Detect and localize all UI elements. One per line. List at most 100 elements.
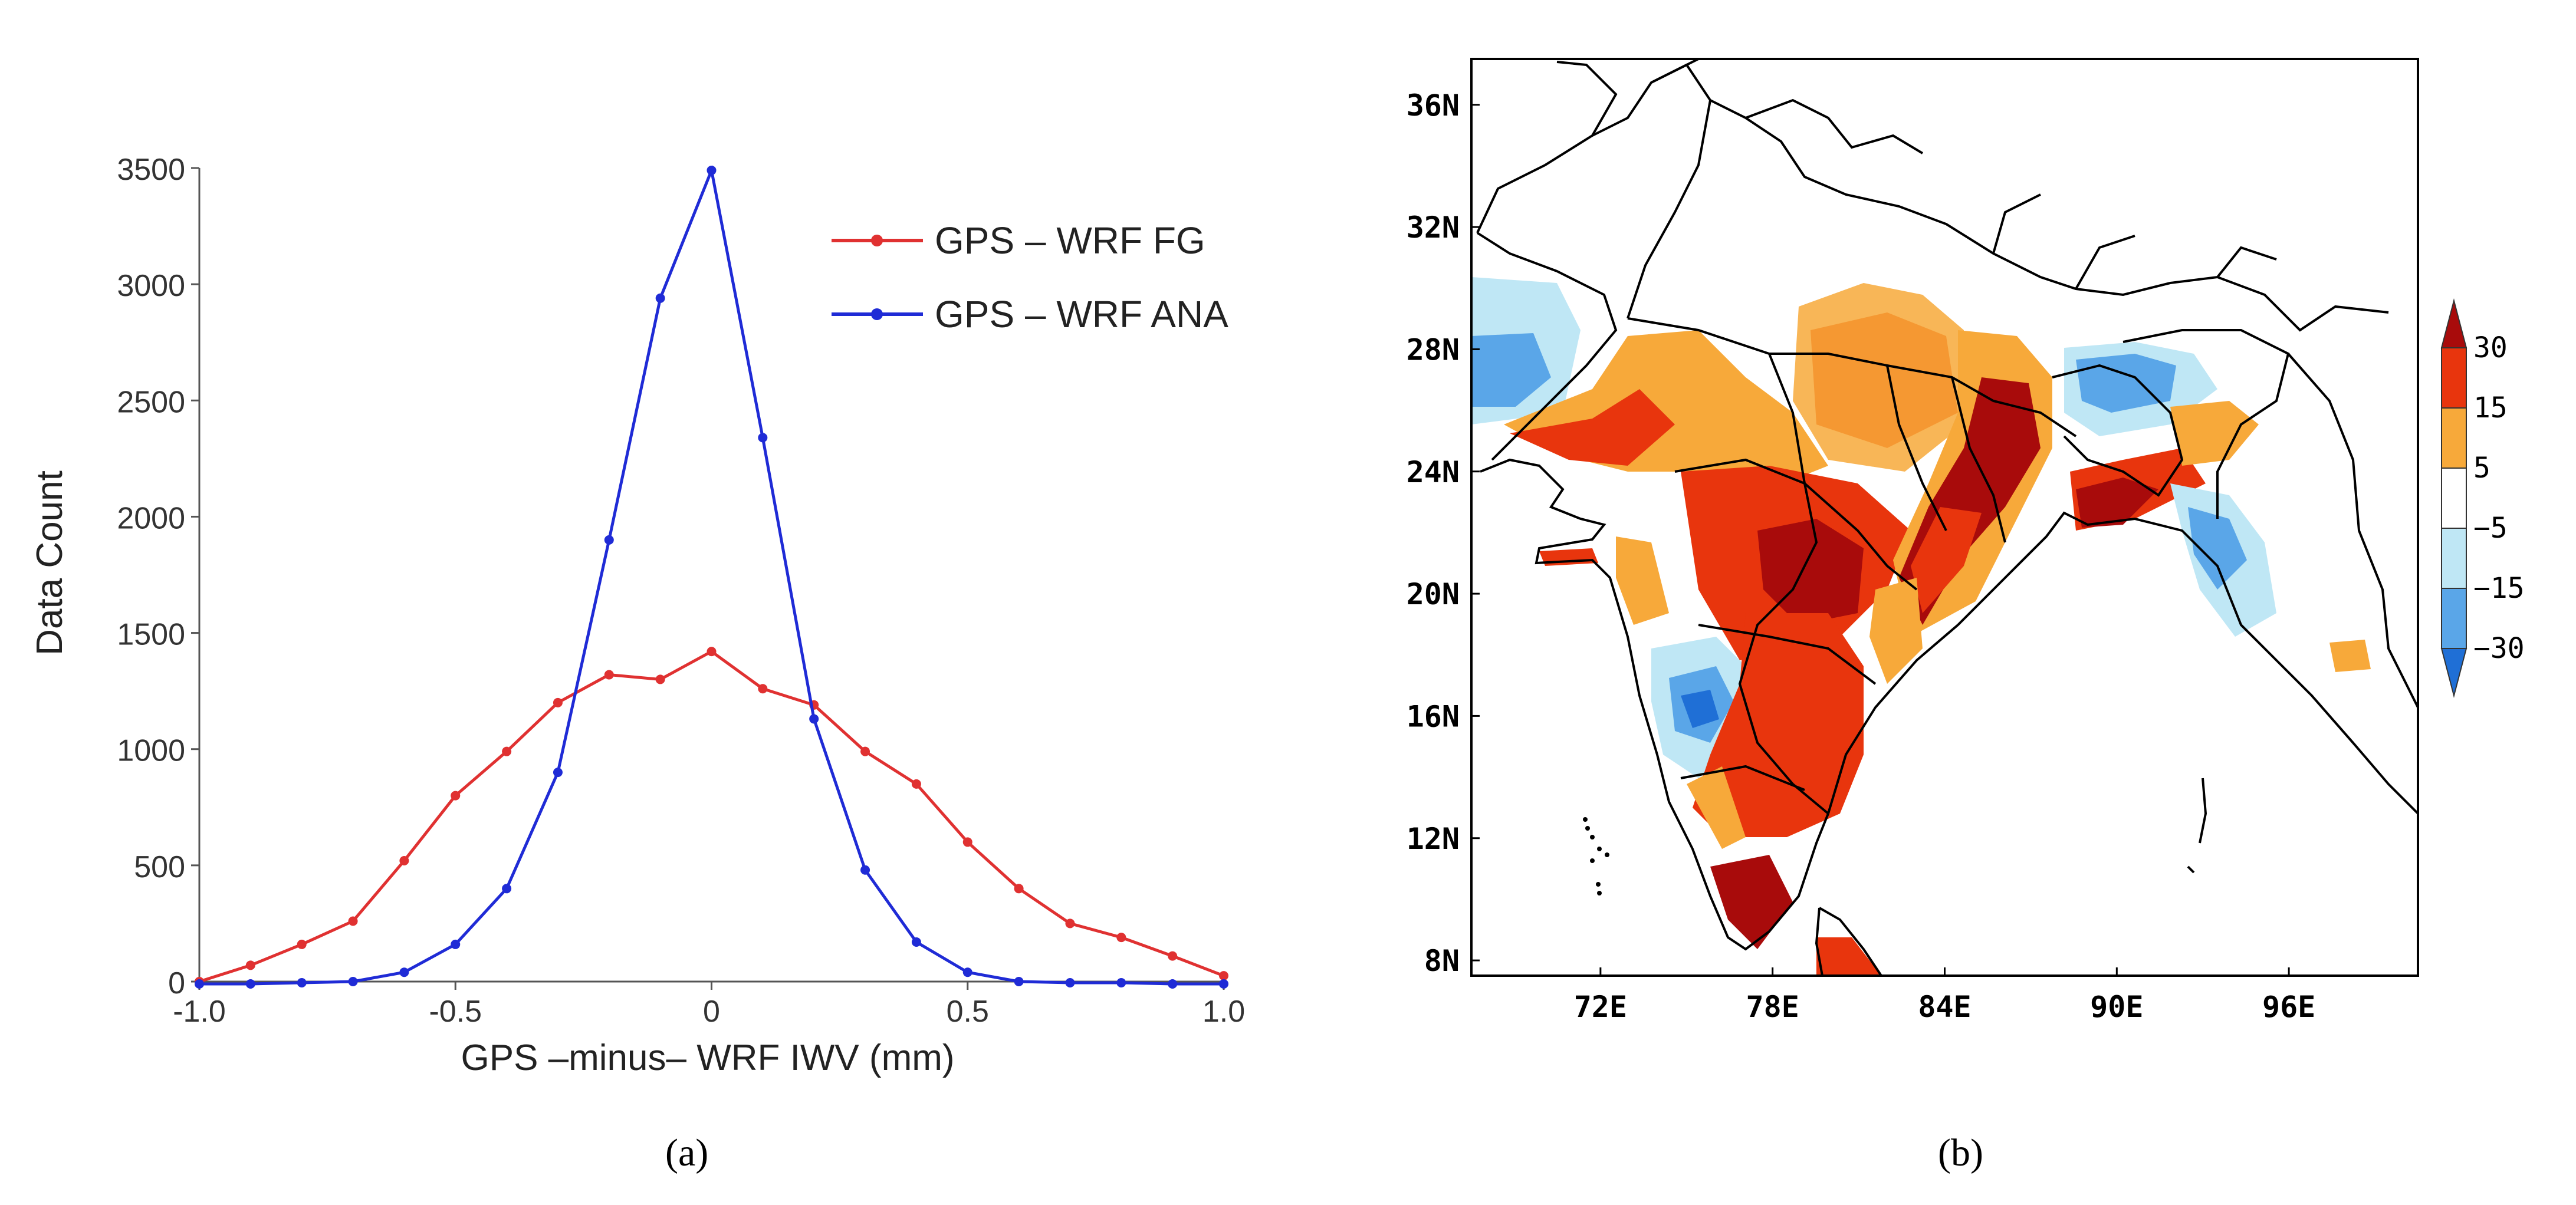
data-point: [604, 670, 614, 680]
data-point: [1065, 918, 1075, 929]
data-point: [399, 967, 409, 977]
lakshadweep-islands: [1583, 817, 1609, 895]
border-myanmar: [2287, 353, 2418, 708]
legend-label: GPS – WRF ANA: [935, 293, 1228, 335]
y-tick-label: 2500: [117, 385, 185, 419]
data-point: [962, 967, 972, 977]
y-tick-label: 1000: [117, 734, 185, 768]
series-ana: [195, 165, 1228, 989]
border-states2: [1674, 458, 1918, 591]
colorbar-box: [2441, 407, 2467, 469]
patch-ghats-darkblue: [1681, 690, 1719, 728]
patch-tip-dark: [1710, 855, 1793, 949]
data-point: [348, 916, 358, 926]
map-y-tick-label: 16N: [1407, 699, 1460, 733]
map-x-tick-label: 72E: [1574, 990, 1627, 1024]
border-north: [1592, 63, 2389, 332]
y-tick-label: 3500: [117, 153, 185, 187]
data-point: [655, 674, 665, 684]
coast-west: [1480, 458, 1829, 951]
border-bangladesh: [2052, 364, 2184, 497]
colorbar-box: [2441, 528, 2467, 589]
patch-myanmar-cool-core: [2188, 507, 2247, 590]
data-point: [502, 884, 512, 894]
data-point: [553, 768, 563, 778]
map-x-tick-label: 84E: [1918, 990, 1971, 1024]
patch-south-orange: [1687, 766, 1746, 849]
colorbar-box: [2441, 588, 2467, 649]
chart-a-legend: GPS – WRF FG GPS – WRF ANA: [832, 219, 1228, 335]
data-point: [348, 977, 358, 986]
map-y-tick-label: 36N: [1407, 88, 1460, 123]
y-tick-label: 2000: [117, 501, 185, 535]
series-line: [199, 165, 1224, 986]
data-point: [707, 165, 717, 175]
border-china: [1992, 193, 2277, 289]
legend-entry: GPS – WRF FG: [832, 219, 1205, 262]
map-y-tick-label: 12N: [1407, 822, 1460, 856]
data-point: [1168, 979, 1178, 989]
data-point: [860, 865, 870, 875]
chart-a-series: [195, 165, 1228, 989]
border-states5: [1680, 624, 1877, 791]
patch-east-orange2: [1869, 578, 1923, 684]
data-point: [911, 779, 921, 789]
patch-ne-cool-core: [2076, 354, 2176, 413]
border-ne: [2122, 329, 2290, 519]
data-point: [758, 684, 768, 694]
data-point: [758, 433, 768, 443]
border-states4: [1886, 365, 2006, 543]
colorbar-label: −30: [2473, 632, 2525, 665]
map-field: [1471, 59, 2418, 976]
data-point: [809, 714, 819, 724]
data-point: [451, 939, 461, 949]
data-point: [1219, 979, 1228, 989]
data-point: [1168, 951, 1178, 961]
data-point: [1219, 971, 1228, 981]
patch-north-orange: [1793, 283, 1964, 472]
islands-andaman: [2187, 778, 2207, 874]
colorbar-label: −15: [2473, 572, 2525, 605]
colorbar: 30 15 5 −5 −15 −30: [2440, 298, 2525, 698]
colorbar-box: [2441, 347, 2467, 409]
colorbar-bottom-arrow: [2440, 648, 2467, 698]
data-point: [553, 697, 563, 707]
x-tick-label: 0: [703, 995, 720, 1029]
x-tick-label: -1.0: [173, 995, 226, 1029]
patch-srilanka: [1816, 937, 1881, 976]
chart-a-axes: 0 500 1000 1500 2000 2500 3000 3500 -1.0 -0.5 0 0.5…: [117, 153, 1245, 1029]
data-point: [451, 791, 461, 801]
data-point: [1116, 977, 1126, 987]
legend-marker: [871, 235, 883, 246]
patch-rajasthan-red: [1510, 389, 1675, 466]
series-fg: [195, 647, 1228, 986]
map-y-tick-label: 28N: [1407, 332, 1460, 367]
colorbar-box: [2441, 467, 2467, 529]
map-y-tick-label: 8N: [1424, 944, 1460, 978]
series-line: [199, 650, 1224, 983]
map-y-tick-label: 32N: [1407, 210, 1460, 245]
colorbar-top-arrow: [2440, 298, 2467, 348]
map-x-tick-label: 90E: [2090, 990, 2143, 1024]
data-point: [502, 746, 512, 756]
colorbar-label: 15: [2473, 391, 2508, 424]
data-point: [1065, 977, 1075, 987]
map-coastlines: [1476, 59, 2418, 976]
patch-gujarat-orange: [1616, 536, 1669, 625]
y-tick-label: 0: [168, 966, 185, 1000]
panel-label-b: (b): [1938, 1131, 1983, 1174]
data-point: [655, 293, 665, 303]
border-india-inner1: [1627, 100, 1711, 319]
border-tibet: [1651, 59, 1924, 154]
data-point: [297, 939, 307, 949]
colorbar-label: 30: [2473, 331, 2508, 364]
patch-east-red: [1911, 507, 1982, 613]
legend-marker: [871, 308, 883, 320]
data-point: [399, 855, 409, 865]
data-point: [707, 647, 717, 657]
map-heatmap: 72E 78E 84E 90E 96E 8N 12N 16N 20N 24N 28N 32N 36N 3…: [1407, 58, 2525, 1024]
data-point: [297, 977, 307, 987]
colorbar-label: 5: [2473, 452, 2490, 485]
coast-east: [1827, 511, 2418, 815]
